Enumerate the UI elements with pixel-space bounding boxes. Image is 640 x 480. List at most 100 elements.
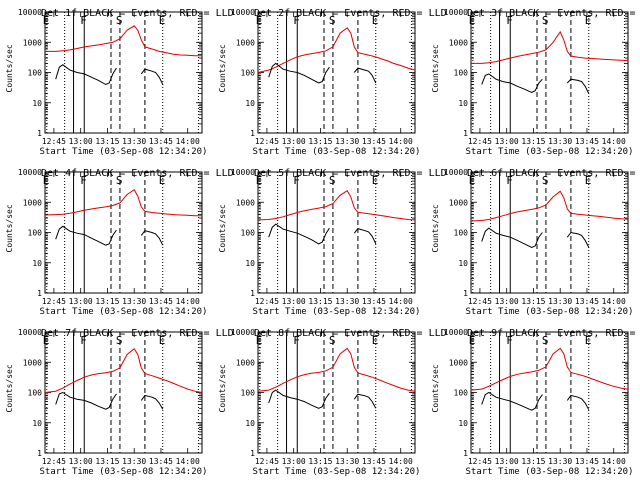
time-marker-label: S bbox=[542, 334, 549, 347]
y-tick-label: 100 bbox=[241, 69, 256, 78]
y-tick-label: 10000 bbox=[231, 328, 255, 337]
x-axis-label: Start Time (03-Sep-08 12:34:20) bbox=[40, 467, 208, 477]
time-marker-label: S bbox=[542, 14, 549, 27]
time-marker-label: E bbox=[159, 334, 166, 347]
series-events-line bbox=[481, 73, 590, 94]
x-tick-label: 13:30 bbox=[548, 137, 572, 146]
x-tick-label: 13:45 bbox=[149, 457, 173, 466]
x-tick-label: 13:00 bbox=[495, 137, 519, 146]
time-marker-label: F bbox=[293, 174, 300, 187]
x-tick-label: 13:30 bbox=[122, 137, 146, 146]
x-tick-label: 13:30 bbox=[335, 457, 359, 466]
y-tick-label: 1 bbox=[37, 289, 42, 298]
x-axis-label: Start Time (03-Sep-08 12:34:20) bbox=[253, 307, 421, 317]
x-tick-label: 12:45 bbox=[468, 457, 492, 466]
series-events-line bbox=[268, 389, 377, 409]
x-tick-label: 14:00 bbox=[602, 457, 626, 466]
y-tick-label: 1000 bbox=[23, 198, 42, 207]
x-tick-label: 13:15 bbox=[308, 297, 332, 306]
x-tick-label: 14:00 bbox=[176, 297, 200, 306]
x-tick-label: 13:00 bbox=[282, 457, 306, 466]
y-axis-label: Counts/sec bbox=[218, 364, 227, 412]
time-marker-label: E bbox=[372, 174, 379, 187]
y-tick-label: 10 bbox=[458, 259, 468, 268]
time-marker-label: F bbox=[80, 174, 87, 187]
time-marker-label: E bbox=[469, 14, 476, 27]
plot-frame bbox=[44, 171, 203, 294]
x-tick-label: 13:30 bbox=[335, 137, 359, 146]
plot-frame bbox=[257, 11, 416, 134]
x-axis-label: Start Time (03-Sep-08 12:34:20) bbox=[466, 147, 634, 157]
time-marker-label: F bbox=[293, 334, 300, 347]
series-lld-line bbox=[470, 347, 629, 391]
time-marker-label: E bbox=[372, 14, 379, 27]
x-tick-label: 14:00 bbox=[176, 457, 200, 466]
time-marker-label: F bbox=[80, 334, 87, 347]
time-marker-label: S bbox=[116, 334, 123, 347]
time-marker-label: F bbox=[506, 14, 513, 27]
time-marker-label: S bbox=[329, 14, 336, 27]
panel-title: Det 1f BLACK = Events, RED = LLD bbox=[41, 8, 234, 19]
x-tick-label: 14:00 bbox=[389, 457, 413, 466]
y-axis-label: Counts/sec bbox=[5, 204, 14, 252]
y-tick-label: 10 bbox=[32, 99, 42, 108]
y-tick-label: 1 bbox=[250, 449, 255, 458]
series-events-line bbox=[55, 64, 164, 86]
panel-5: Det 5f BLACK = Events, RED = LLD Counts/s… bbox=[218, 168, 447, 317]
y-tick-label: 100 bbox=[241, 389, 256, 398]
y-axis-label: Counts/sec bbox=[431, 364, 440, 412]
x-tick-label: 12:45 bbox=[255, 457, 279, 466]
time-marker-label: F bbox=[506, 174, 513, 187]
x-axis-label: Start Time (03-Sep-08 12:34:20) bbox=[466, 307, 634, 317]
series-lld-line bbox=[45, 25, 202, 57]
time-marker-label: F bbox=[506, 334, 513, 347]
x-tick-label: 13:15 bbox=[95, 137, 119, 146]
x-tick-label: 13:45 bbox=[362, 297, 386, 306]
series-lld-line bbox=[471, 30, 629, 64]
time-marker-label: E bbox=[43, 334, 50, 347]
series-events-line bbox=[268, 223, 377, 245]
x-axis-label: Start Time (03-Sep-08 12:34:20) bbox=[40, 307, 208, 317]
x-tick-label: 12:45 bbox=[468, 137, 492, 146]
time-marker-label: S bbox=[116, 14, 123, 27]
time-marker-label: E bbox=[585, 334, 592, 347]
y-tick-label: 100 bbox=[454, 389, 469, 398]
x-tick-label: 13:45 bbox=[149, 297, 173, 306]
time-marker-label: E bbox=[159, 14, 166, 27]
time-marker-label: F bbox=[80, 14, 87, 27]
series-lld-line bbox=[257, 27, 416, 73]
x-axis-label: Start Time (03-Sep-08 12:34:20) bbox=[40, 147, 208, 157]
y-tick-label: 10000 bbox=[231, 168, 255, 177]
x-tick-label: 12:45 bbox=[255, 297, 279, 306]
y-axis-label: Counts/sec bbox=[218, 204, 227, 252]
y-axis-label: Counts/sec bbox=[431, 44, 440, 92]
time-marker-label: S bbox=[542, 174, 549, 187]
series-events-line bbox=[481, 227, 590, 249]
y-tick-label: 1 bbox=[463, 449, 468, 458]
y-tick-label: 1000 bbox=[23, 358, 42, 367]
panel-title: Det 5f BLACK = Events, RED = LLD bbox=[254, 168, 447, 179]
y-tick-label: 100 bbox=[28, 389, 43, 398]
x-tick-label: 13:15 bbox=[521, 297, 545, 306]
y-tick-label: 100 bbox=[28, 229, 43, 238]
y-tick-label: 10 bbox=[245, 259, 255, 268]
x-tick-label: 14:00 bbox=[602, 297, 626, 306]
x-axis-label: Start Time (03-Sep-08 12:34:20) bbox=[253, 147, 421, 157]
y-tick-label: 10 bbox=[32, 419, 42, 428]
time-marker-label: E bbox=[585, 14, 592, 27]
x-tick-label: 13:30 bbox=[548, 457, 572, 466]
panel-title: Det 7f BLACK = Events, RED = LLD bbox=[41, 328, 234, 339]
x-tick-label: 14:00 bbox=[602, 137, 626, 146]
y-tick-label: 10000 bbox=[444, 328, 468, 337]
y-tick-label: 1 bbox=[37, 129, 42, 138]
series-lld-line bbox=[257, 347, 416, 392]
panel-7: Det 7f BLACK = Events, RED = LLD Counts/s… bbox=[5, 328, 234, 477]
x-tick-label: 13:00 bbox=[282, 137, 306, 146]
panel-6: Det 6f BLACK = Events, RED = LLD Counts/s… bbox=[431, 168, 640, 317]
y-tick-label: 10 bbox=[32, 259, 42, 268]
x-tick-label: 13:00 bbox=[69, 457, 93, 466]
y-tick-label: 1 bbox=[463, 289, 468, 298]
x-tick-label: 14:00 bbox=[176, 137, 200, 146]
y-tick-label: 100 bbox=[241, 229, 256, 238]
y-tick-label: 100 bbox=[28, 69, 43, 78]
